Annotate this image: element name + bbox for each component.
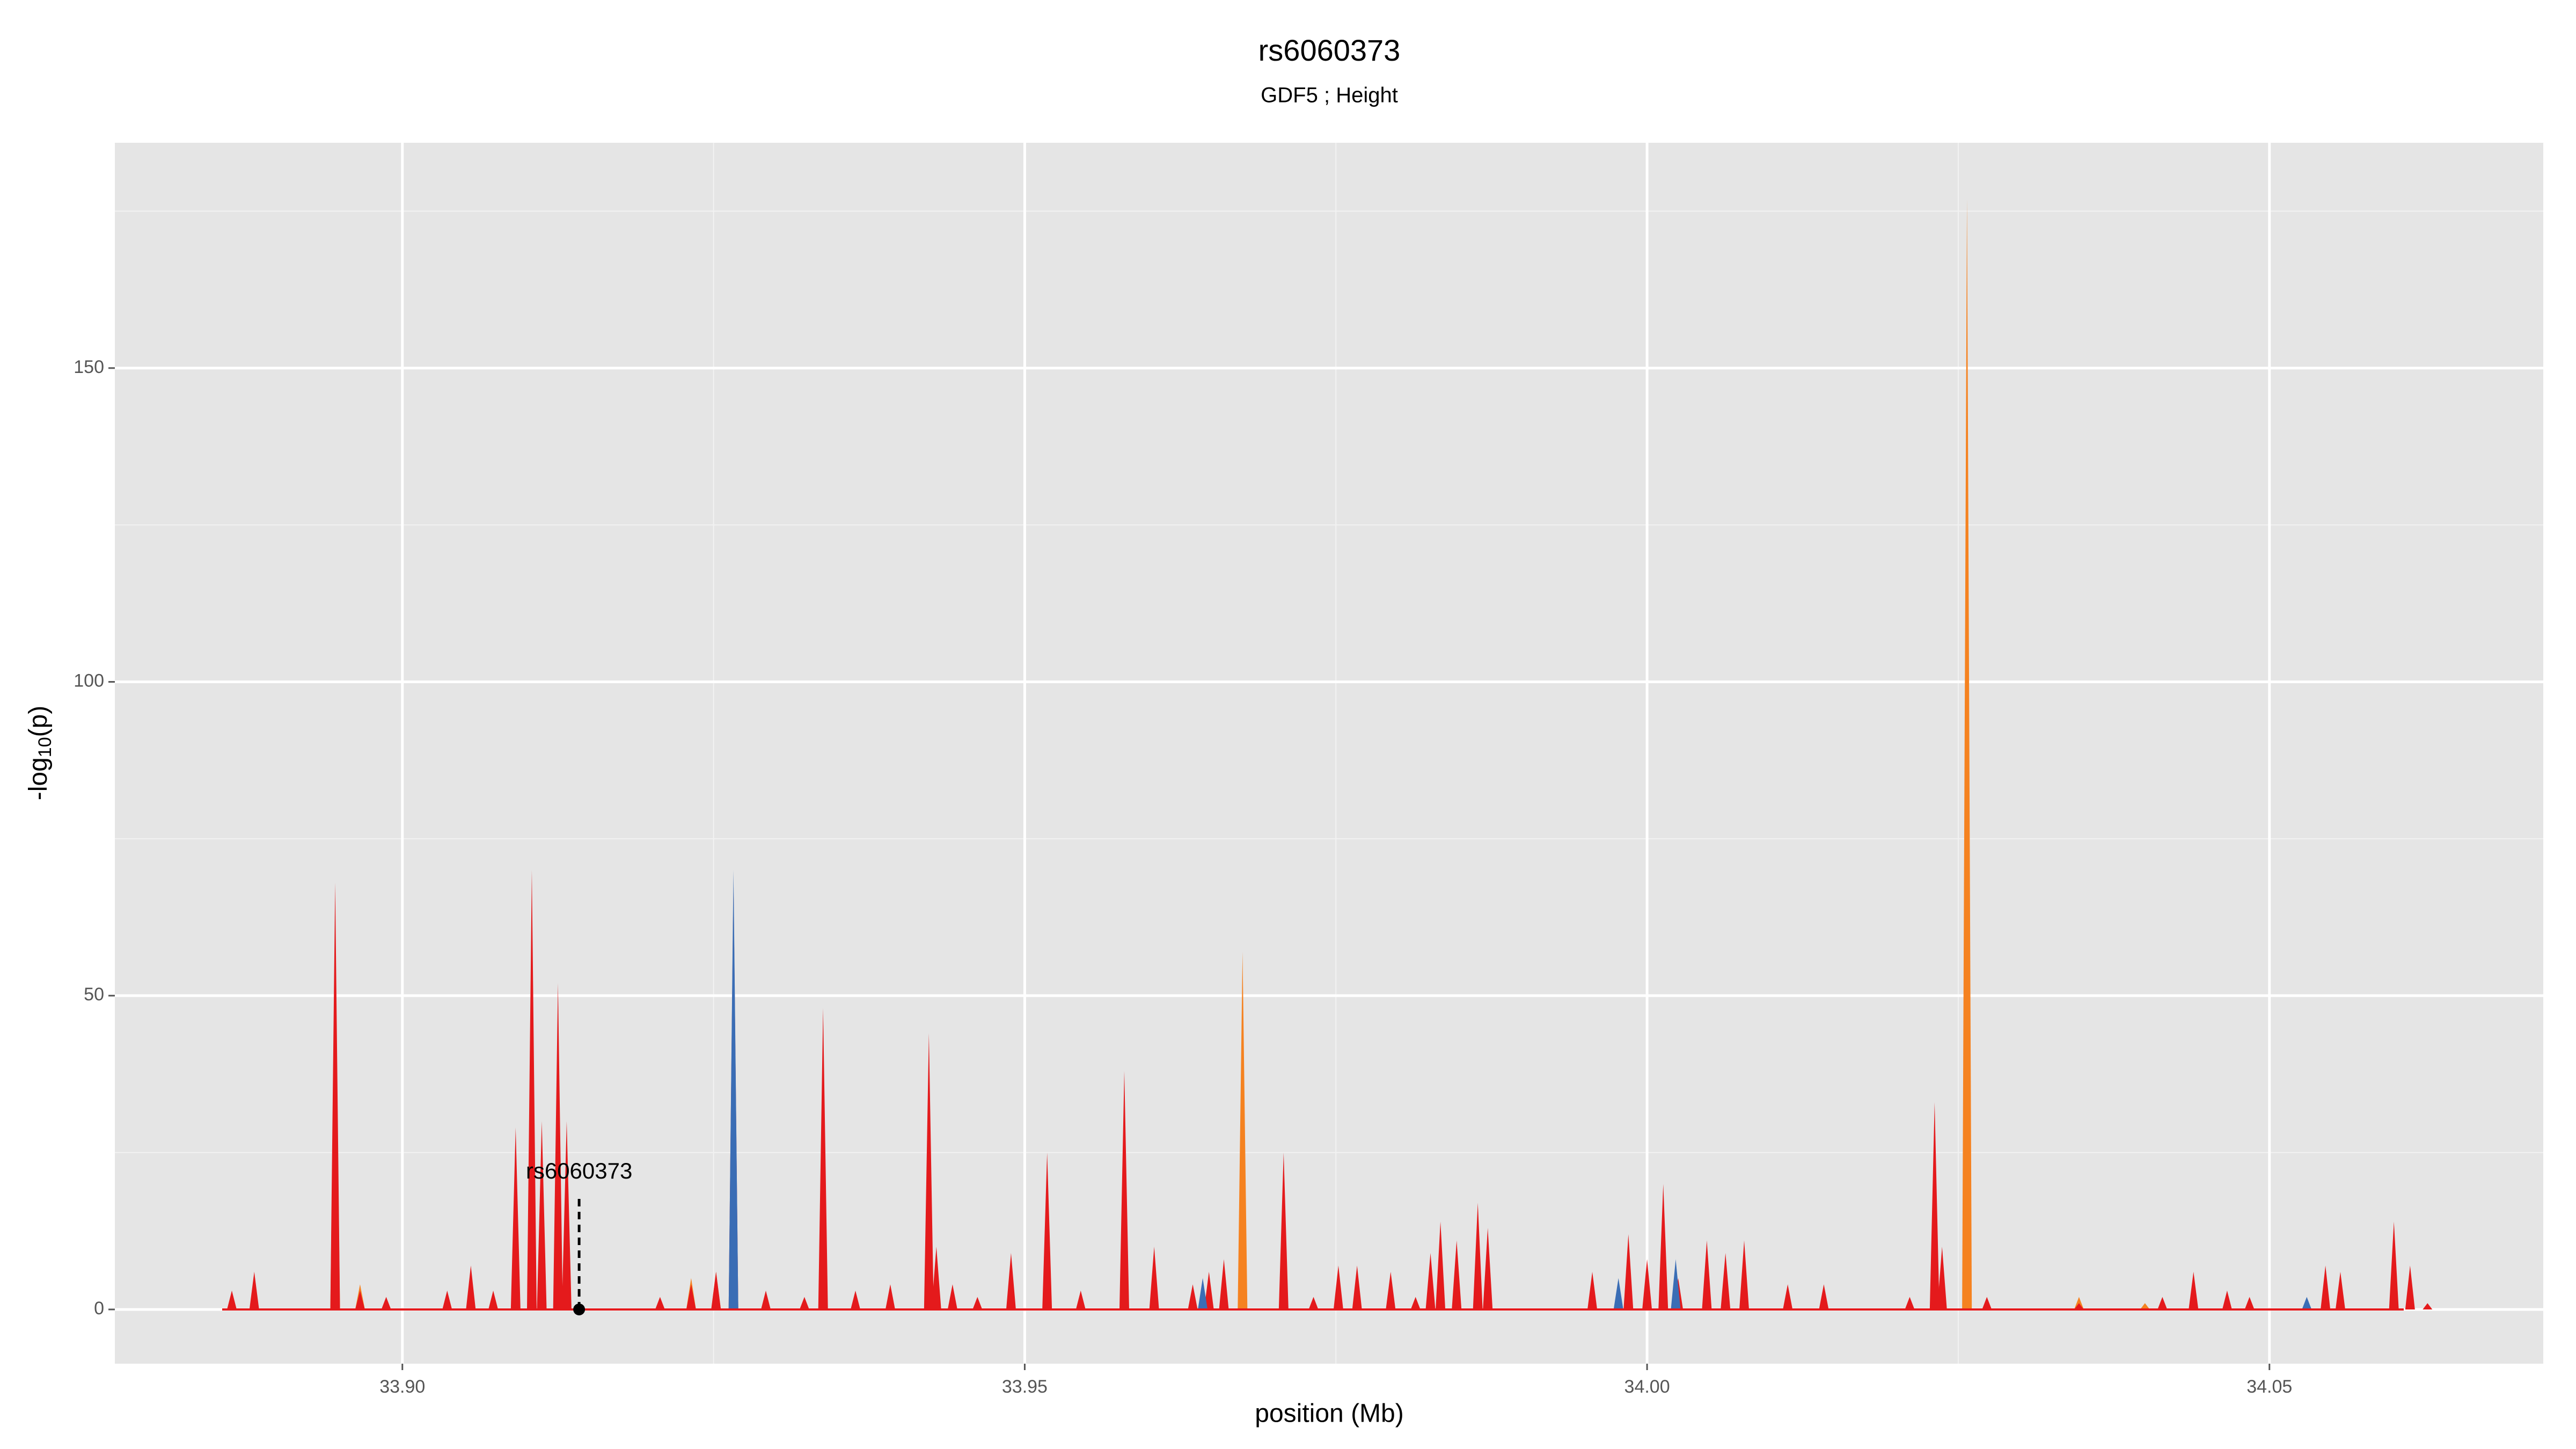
peak bbox=[1188, 1284, 1198, 1309]
peak bbox=[561, 1121, 572, 1309]
peak bbox=[655, 1297, 665, 1309]
y-label-sub: 10 bbox=[35, 737, 55, 757]
peak bbox=[2157, 1297, 2168, 1309]
peak bbox=[2423, 1303, 2433, 1309]
x-tick-label: 33.90 bbox=[379, 1377, 425, 1397]
peak bbox=[1198, 1278, 1208, 1309]
peak bbox=[850, 1290, 860, 1309]
peak bbox=[1219, 1259, 1229, 1309]
peak bbox=[1452, 1240, 1462, 1309]
peak bbox=[1642, 1259, 1652, 1309]
peak bbox=[1119, 1071, 1129, 1309]
peak bbox=[1739, 1240, 1749, 1309]
peak bbox=[686, 1284, 696, 1309]
y-tick-label: 100 bbox=[74, 671, 104, 691]
peak bbox=[1278, 1152, 1289, 1309]
y-tick-label: 150 bbox=[74, 357, 104, 377]
peak bbox=[1623, 1234, 1634, 1309]
peak bbox=[1425, 1253, 1436, 1309]
chart-subtitle: GDF5 ; Height bbox=[1261, 84, 1398, 107]
x-tick-label: 34.00 bbox=[1624, 1377, 1670, 1397]
y-tick-label: 50 bbox=[84, 984, 104, 1005]
peak bbox=[1204, 1271, 1214, 1309]
peak bbox=[466, 1265, 476, 1309]
peak bbox=[553, 983, 563, 1309]
x-tick-label: 34.05 bbox=[2246, 1377, 2292, 1397]
peak bbox=[1386, 1271, 1396, 1309]
peak bbox=[2222, 1290, 2232, 1309]
peak bbox=[2302, 1297, 2312, 1309]
y-tick-label: 0 bbox=[94, 1298, 104, 1319]
peak bbox=[1473, 1203, 1483, 1309]
peak bbox=[818, 1008, 828, 1309]
peak bbox=[1149, 1247, 1159, 1309]
peak bbox=[2405, 1265, 2415, 1309]
peak bbox=[1783, 1284, 1793, 1309]
peak bbox=[799, 1297, 809, 1309]
peak bbox=[1238, 952, 1248, 1309]
peak bbox=[2140, 1303, 2150, 1309]
peak bbox=[1333, 1265, 1343, 1309]
peak bbox=[972, 1297, 983, 1309]
peak bbox=[442, 1290, 452, 1309]
peak bbox=[249, 1271, 259, 1309]
peak bbox=[1721, 1253, 1731, 1309]
peak bbox=[488, 1290, 499, 1309]
peak bbox=[1410, 1297, 1421, 1309]
peak bbox=[1006, 1253, 1016, 1309]
peak bbox=[2244, 1297, 2255, 1309]
peak bbox=[227, 1290, 237, 1309]
peak bbox=[924, 1033, 934, 1309]
peak bbox=[537, 1121, 547, 1309]
peak bbox=[1905, 1297, 1915, 1309]
chart-title: rs6060373 bbox=[1258, 33, 1401, 67]
peak bbox=[510, 1127, 521, 1309]
y-label-part: (p) bbox=[24, 706, 53, 737]
peak bbox=[1819, 1284, 1829, 1309]
y-axis-label: -log10(p) bbox=[24, 706, 55, 801]
peak bbox=[931, 1247, 941, 1309]
peak bbox=[1042, 1152, 1052, 1309]
peak bbox=[381, 1297, 391, 1309]
peak bbox=[1982, 1297, 1992, 1309]
y-label-part: -log bbox=[24, 757, 53, 800]
x-axis-label: position (Mb) bbox=[1255, 1400, 1403, 1428]
peak bbox=[885, 1284, 895, 1309]
peak bbox=[355, 1290, 365, 1309]
peak bbox=[2389, 1221, 2399, 1309]
peak bbox=[1587, 1271, 1598, 1309]
peak bbox=[2074, 1303, 2084, 1309]
peak bbox=[2321, 1265, 2331, 1309]
peak bbox=[2189, 1271, 2199, 1309]
peak bbox=[526, 870, 537, 1309]
peak bbox=[728, 870, 738, 1309]
annotation-point bbox=[573, 1303, 586, 1315]
peak bbox=[1658, 1184, 1668, 1309]
peak bbox=[1613, 1278, 1623, 1309]
peak bbox=[1937, 1247, 1947, 1309]
peak bbox=[1075, 1290, 1086, 1309]
peak bbox=[947, 1284, 957, 1309]
peak bbox=[1929, 1102, 1940, 1309]
peak bbox=[1671, 1259, 1681, 1309]
peak bbox=[711, 1271, 721, 1309]
peak bbox=[330, 882, 340, 1309]
peak bbox=[1436, 1221, 1446, 1309]
peak bbox=[1962, 199, 1972, 1309]
peak bbox=[1352, 1265, 1362, 1309]
annotation-label: rs6060373 bbox=[526, 1158, 633, 1183]
plot-background bbox=[115, 143, 2543, 1364]
peak bbox=[2335, 1271, 2345, 1309]
peak bbox=[1702, 1240, 1712, 1309]
peak bbox=[1308, 1297, 1319, 1309]
peak bbox=[1483, 1227, 1493, 1309]
x-tick-label: 33.95 bbox=[1002, 1377, 1048, 1397]
peak bbox=[761, 1290, 771, 1309]
